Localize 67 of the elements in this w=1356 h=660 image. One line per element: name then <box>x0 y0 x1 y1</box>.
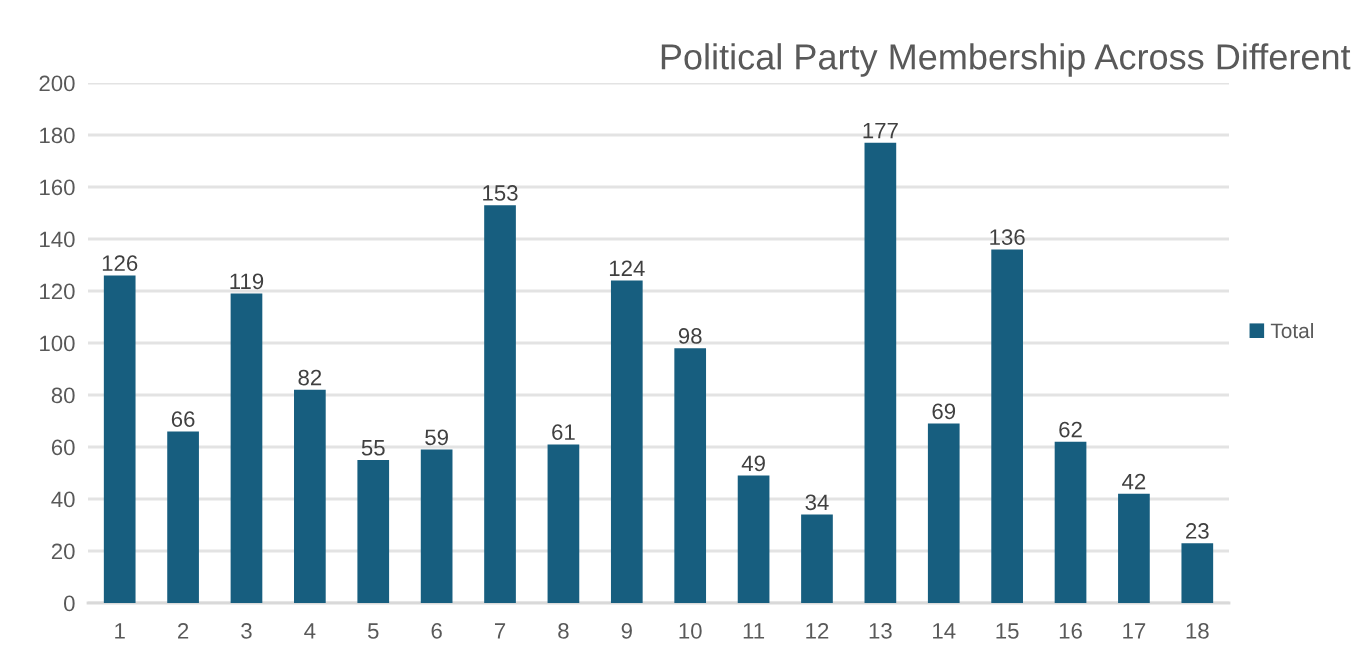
data-label: 34 <box>805 494 829 511</box>
bar <box>1054 441 1087 603</box>
data-label: 23 <box>1186 523 1209 539</box>
x-tick-label: 15 <box>996 623 1019 639</box>
chart-title: Political Party Membership Across Different <box>661 43 1351 77</box>
y-tick-label: 120 <box>40 283 75 300</box>
bar <box>927 423 960 603</box>
data-label: 55 <box>361 440 385 456</box>
bar <box>864 142 897 603</box>
x-tick-label: 4 <box>304 623 316 639</box>
y-tick-label: 100 <box>40 335 75 352</box>
data-label: 61 <box>552 424 575 441</box>
x-tick-label: 17 <box>1123 623 1146 639</box>
data-label: 98 <box>678 328 702 344</box>
y-tick-label: 40 <box>51 491 75 508</box>
x-tick-label: 10 <box>679 623 702 639</box>
y-tick-label: 180 <box>40 127 75 144</box>
data-label: 42 <box>1122 473 1146 490</box>
bar <box>167 431 199 603</box>
bar <box>357 460 390 603</box>
bar <box>103 275 136 603</box>
x-tick-label: 5 <box>367 623 379 639</box>
data-label: 49 <box>741 455 765 472</box>
data-label: 126 <box>102 255 138 272</box>
data-label: 69 <box>932 403 956 420</box>
x-tick-label: 11 <box>743 623 765 639</box>
data-label: 66 <box>171 411 195 428</box>
x-tick-label: 3 <box>241 623 252 639</box>
data-label: 124 <box>609 260 645 276</box>
bar <box>230 293 263 603</box>
y-tick-label: 160 <box>40 179 75 196</box>
x-tick-label: 9 <box>621 623 632 639</box>
bar <box>420 449 453 603</box>
bar <box>610 280 643 603</box>
bar <box>1181 543 1214 603</box>
bar <box>294 389 326 603</box>
bar <box>737 475 770 603</box>
x-tick-label: 7 <box>494 623 506 639</box>
y-tick-label: 140 <box>40 231 75 248</box>
bar <box>991 249 1023 603</box>
data-label: 177 <box>863 122 898 139</box>
y-tick-label: 20 <box>51 543 75 560</box>
data-label: 59 <box>425 429 448 446</box>
x-tick-label: 8 <box>558 623 569 639</box>
data-label: 153 <box>483 185 518 201</box>
data-label: 119 <box>230 273 264 290</box>
x-tick-label: 13 <box>869 623 892 639</box>
x-tick-label: 14 <box>933 623 956 639</box>
x-tick-label: 1 <box>115 623 125 639</box>
bar <box>674 348 707 603</box>
data-label: 62 <box>1059 421 1082 438</box>
x-tick-label: 16 <box>1059 623 1082 639</box>
x-tick-label: 6 <box>431 623 442 639</box>
y-tick-label: 0 <box>64 595 75 612</box>
bar <box>547 444 580 603</box>
y-tick-label: 60 <box>51 439 75 456</box>
legend-label: Total <box>1270 322 1313 339</box>
data-label: 82 <box>298 369 322 386</box>
y-tick-label: 80 <box>51 387 75 404</box>
x-tick-label: 2 <box>178 623 189 639</box>
bar <box>1118 493 1150 603</box>
bar <box>801 514 833 603</box>
bar <box>484 205 516 603</box>
data-label: 136 <box>990 229 1025 246</box>
x-tick-label: 12 <box>806 623 829 639</box>
x-tick-label: 18 <box>1186 623 1209 639</box>
y-tick-label: 200 <box>39 75 75 92</box>
